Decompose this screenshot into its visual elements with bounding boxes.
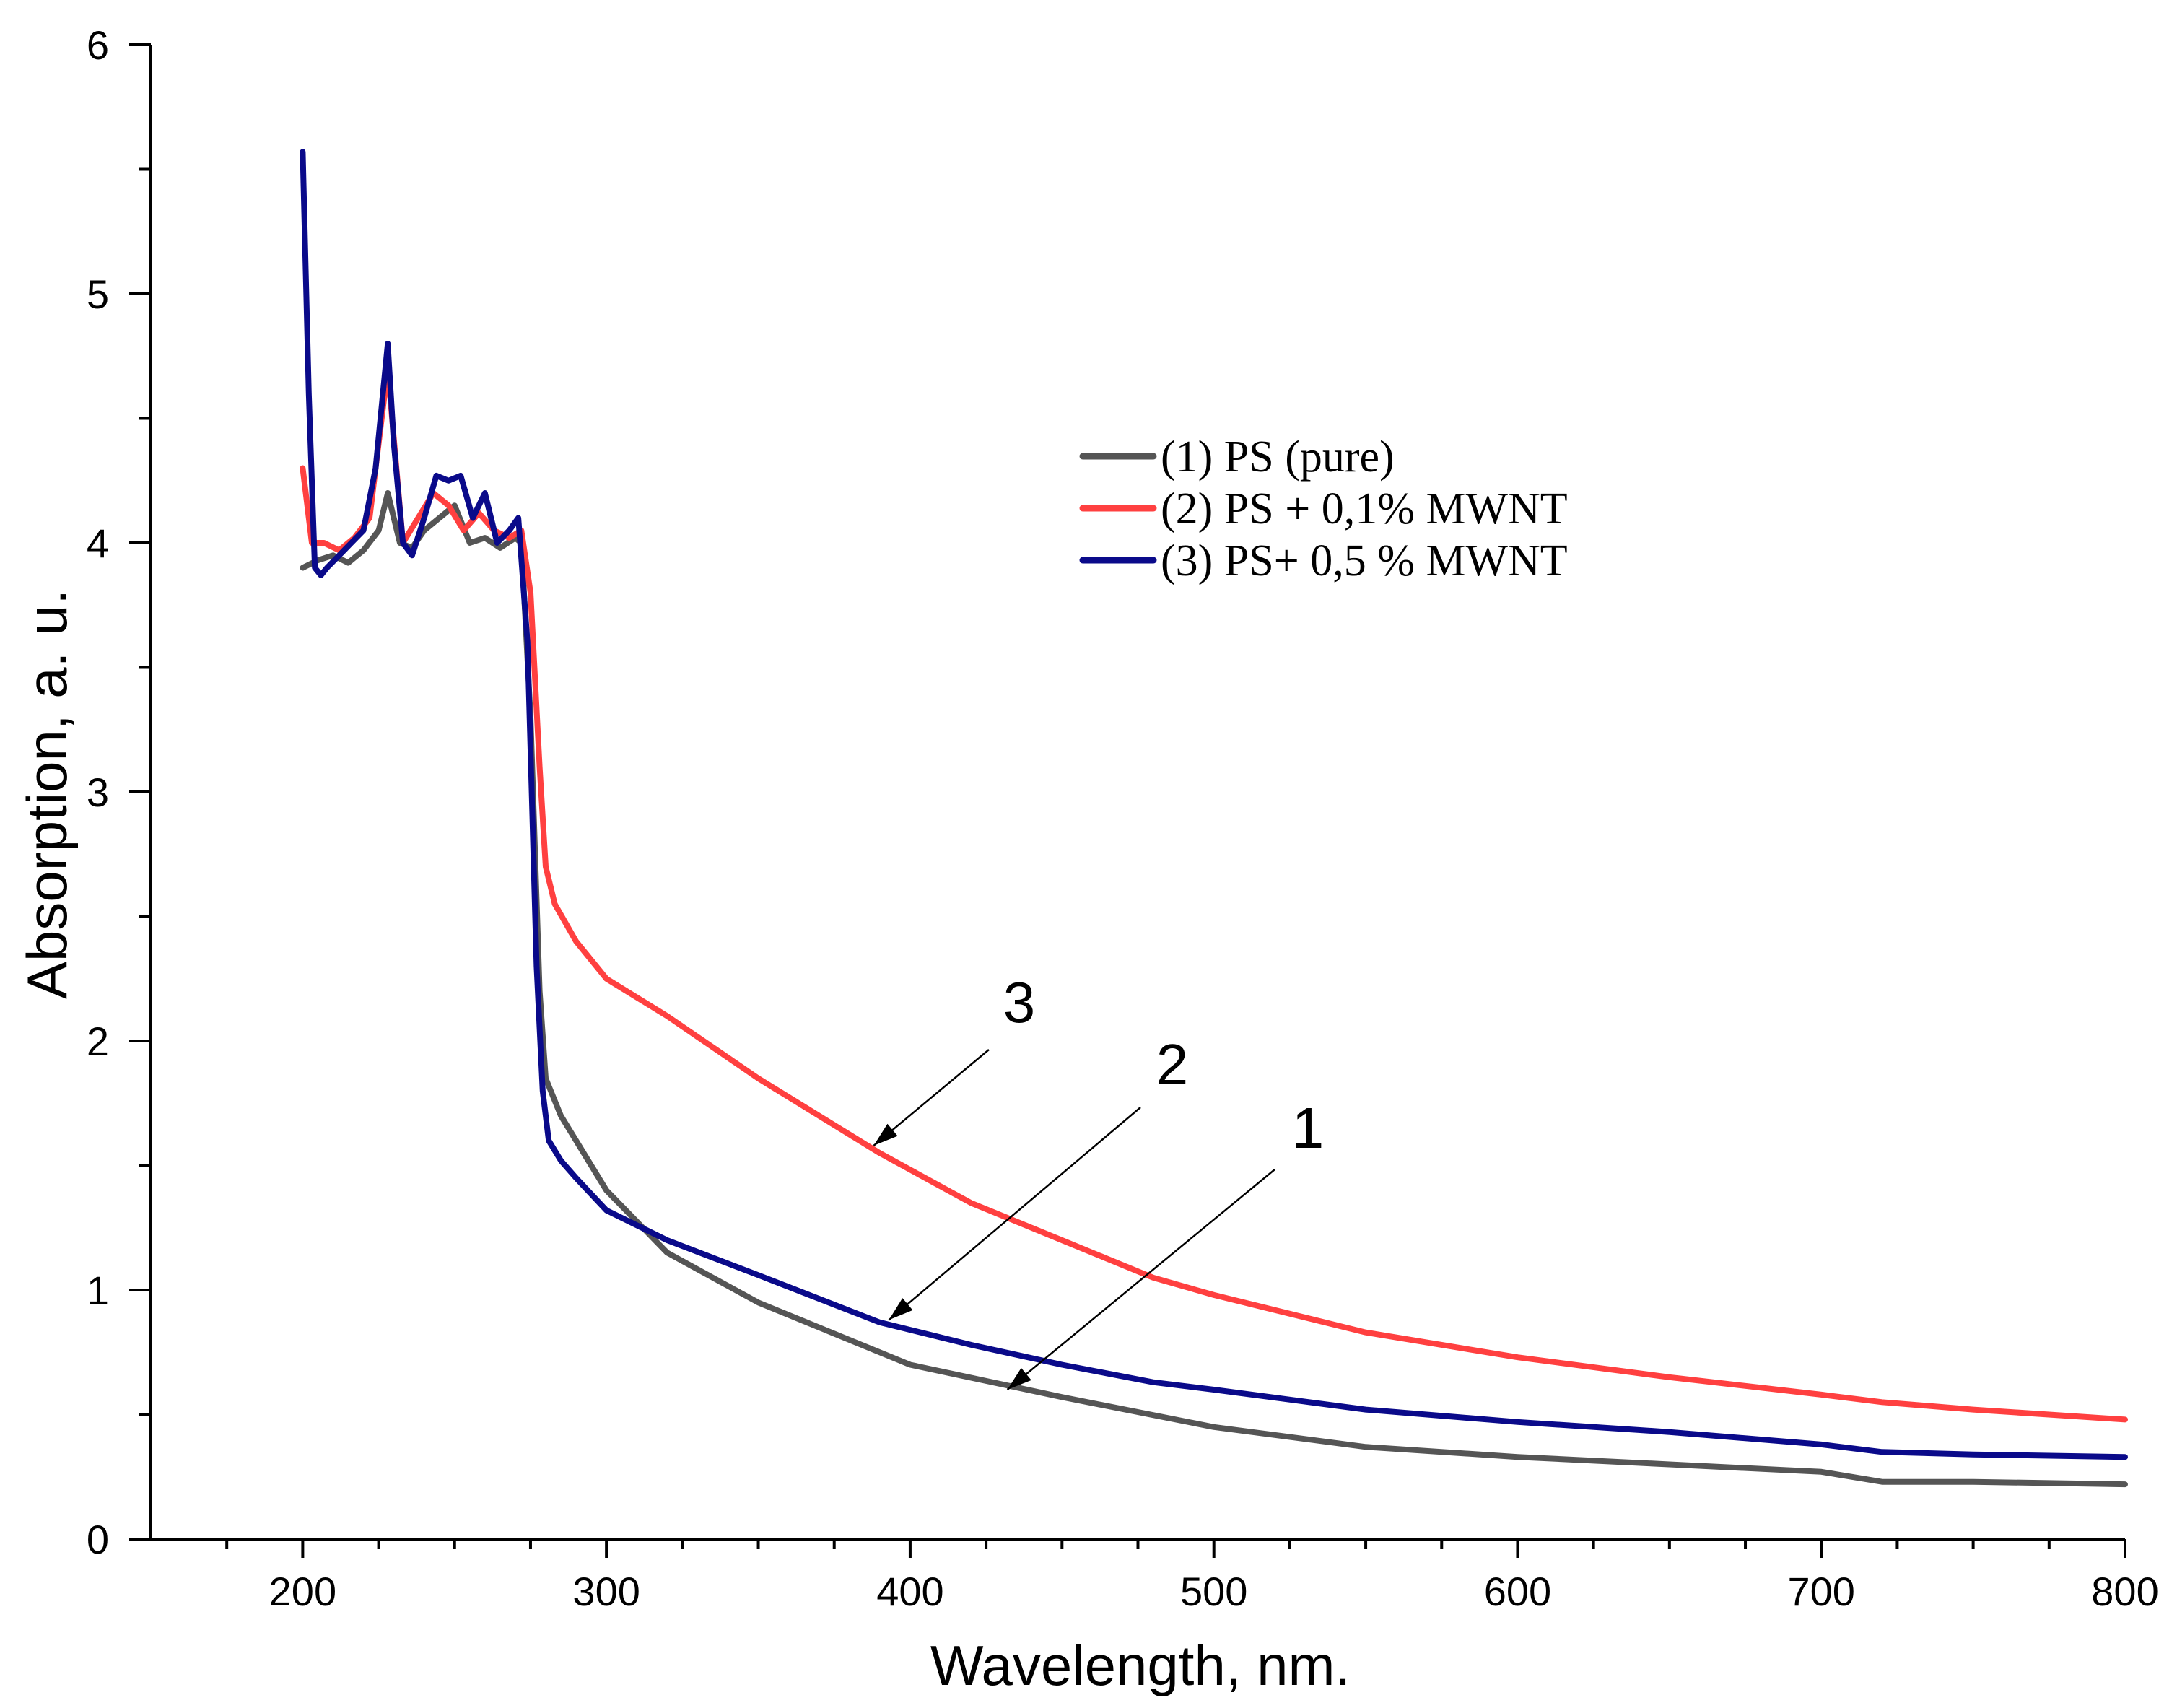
annotation-arrow-1	[1006, 1169, 1275, 1390]
legend-label-2: (2) PS + 0,1% MWNT	[1161, 484, 1568, 533]
y-axis-title: Absorption, a. u.	[15, 589, 79, 999]
annotation-arrowhead-3	[873, 1123, 898, 1146]
annotation-arrow-2	[888, 1107, 1141, 1321]
series-line-3	[300, 149, 2128, 1460]
plot-area: 200 300 400 500 600 700 800 0 1 2 3 4 5 6 3 2 1	[87, 22, 2159, 1614]
legend-label-1: (1) PS (pure)	[1161, 432, 1395, 482]
axis-ticks: 200 300 400 500 600 700 800 0 1 2 3 4 5 6	[87, 22, 2159, 1614]
legend: (1) PS (pure)(2) PS + 0,1% MWNT(3) PS+ 0…	[1079, 432, 1568, 585]
x-tick-label: 600	[1484, 1569, 1551, 1614]
annotation-arrow-3	[873, 1049, 990, 1146]
annotation-arrowhead-2	[889, 1298, 913, 1320]
x-tick-label: 700	[1788, 1569, 1855, 1614]
y-tick-label: 1	[87, 1268, 109, 1313]
y-tick-label: 5	[87, 271, 109, 317]
x-tick-label: 800	[2091, 1569, 2158, 1614]
x-tick-label: 500	[1180, 1569, 1247, 1614]
y-tick-label: 3	[87, 770, 109, 815]
x-axis-title: Wavelength, nm.	[930, 1634, 1351, 1697]
x-tick-label: 300	[572, 1569, 640, 1614]
y-tick-label: 2	[87, 1019, 109, 1064]
annotation-label-3: 3	[1003, 970, 1036, 1034]
y-tick-label: 0	[87, 1517, 109, 1562]
annotation-arrowhead-1	[1007, 1367, 1031, 1390]
curve-annotations: 3 2 1	[873, 970, 1324, 1390]
series-line-1	[300, 490, 2128, 1488]
x-tick-label: 200	[269, 1569, 336, 1614]
annotation-label-1: 1	[1292, 1096, 1325, 1160]
y-tick-label: 6	[87, 22, 109, 68]
x-tick-label: 400	[876, 1569, 943, 1614]
legend-label-3: (3) PS+ 0,5 % MWNT	[1161, 536, 1568, 585]
y-tick-label: 4	[87, 520, 109, 566]
annotation-label-2: 2	[1156, 1032, 1189, 1097]
series-group	[300, 149, 2128, 1488]
